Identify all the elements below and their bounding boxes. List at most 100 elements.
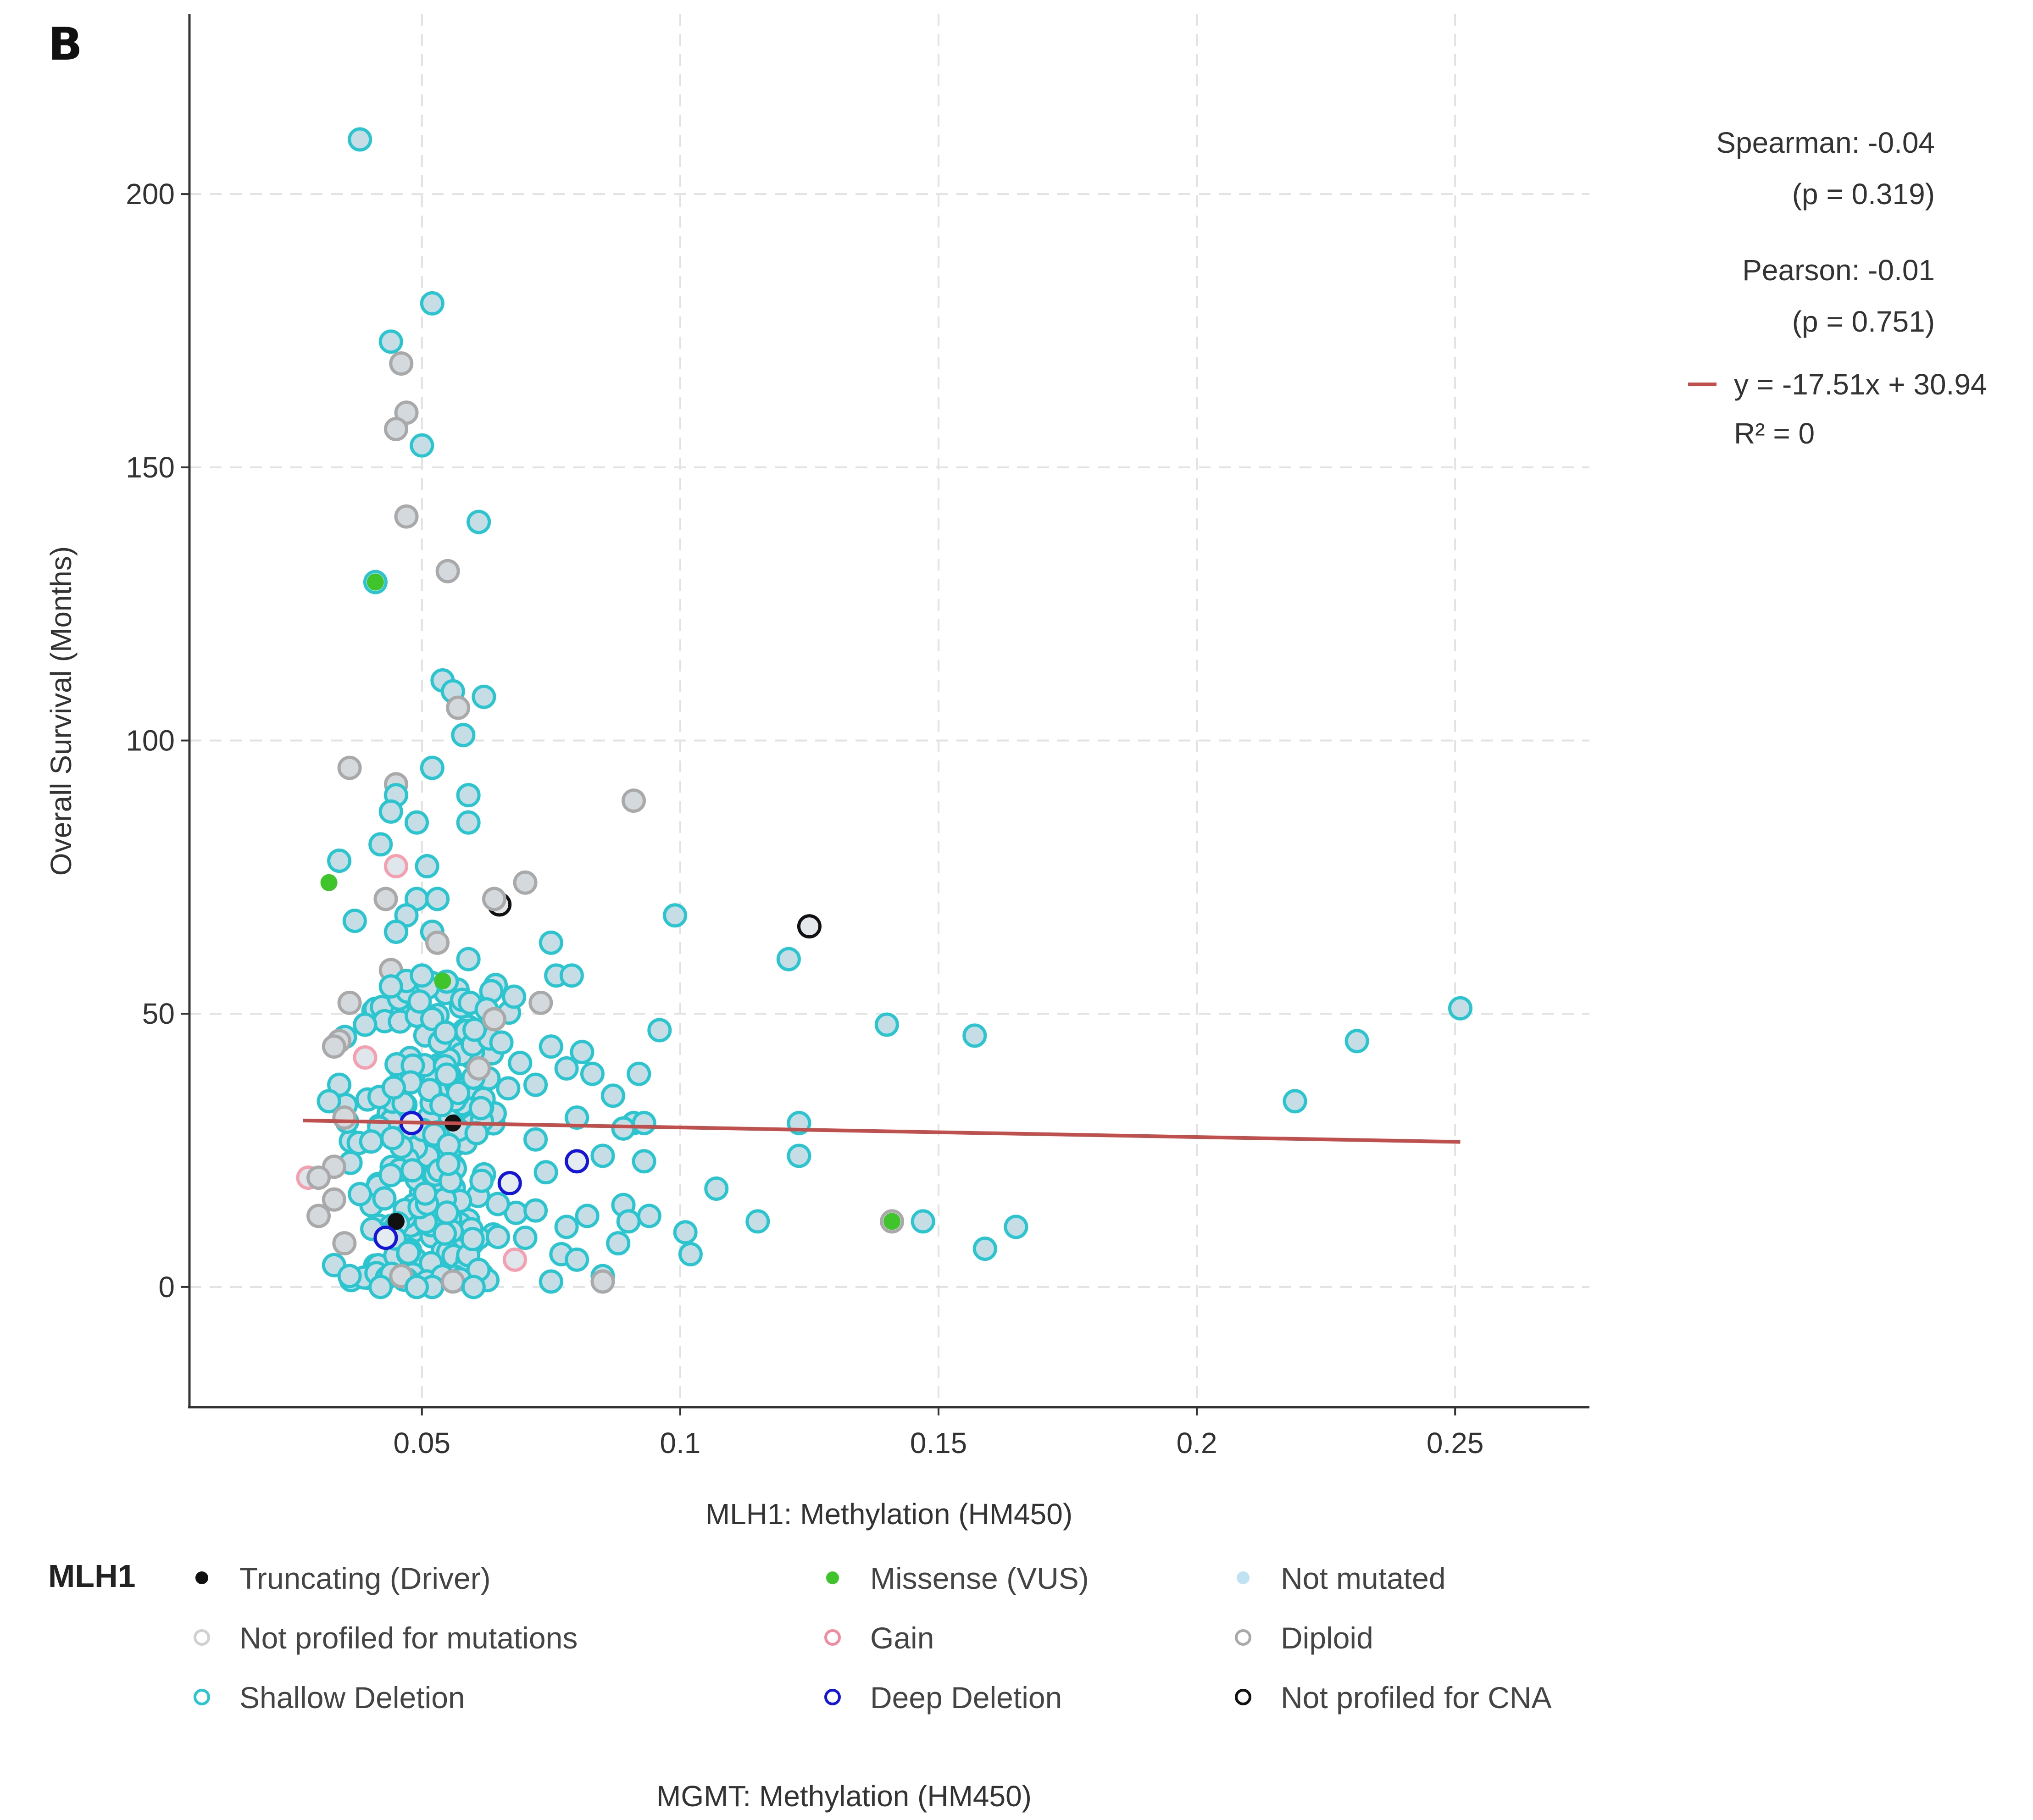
data-point-shallow — [348, 127, 372, 152]
data-point-gain — [503, 1247, 528, 1272]
data-point-shallow — [337, 1264, 362, 1288]
data-point-shallow — [383, 920, 408, 944]
data-point-diploid — [394, 504, 419, 529]
data-point-shallow — [462, 1017, 487, 1042]
data-point-shallow — [1448, 996, 1472, 1021]
legend-marker — [1237, 1571, 1250, 1584]
y-tick-label: 150 — [126, 451, 175, 484]
data-point-shallow — [776, 947, 801, 971]
y-tick-label: 100 — [126, 724, 175, 757]
data-point-shallow — [489, 1030, 514, 1055]
data-point-shallow — [368, 832, 393, 857]
data-point-shallow — [523, 1127, 548, 1152]
data-point-shallow — [410, 433, 434, 458]
data-point-shallow — [368, 1275, 393, 1299]
x-tick-label: 0.2 — [1177, 1426, 1217, 1459]
data-point-shallow — [380, 1126, 405, 1150]
x-tick-label: 0.15 — [910, 1426, 967, 1459]
data-point-diploid — [337, 990, 362, 1015]
data-point-shallow — [1283, 1089, 1307, 1114]
data-point-missense — [367, 573, 384, 591]
data-point-shallow — [570, 1040, 594, 1065]
data-point-shallow — [911, 1209, 935, 1234]
data-point-deep — [565, 1149, 589, 1174]
data-point-shallow — [539, 1034, 563, 1059]
data-point-shallow — [523, 1072, 548, 1097]
legend-label: Gain — [870, 1621, 934, 1655]
data-point-shallow — [433, 1020, 458, 1045]
data-point-diploid — [482, 887, 506, 911]
data-point-diploid — [322, 1034, 346, 1059]
legend-marker — [194, 1689, 210, 1705]
data-point-shallow — [435, 1200, 460, 1225]
y-tick-label: 50 — [142, 997, 175, 1030]
data-point-diploid — [322, 1187, 346, 1212]
data-point-shallow — [565, 1247, 589, 1272]
data-point-diploid — [425, 930, 450, 955]
data-point-shallow — [508, 1050, 533, 1075]
data-point-shallow — [434, 1062, 459, 1087]
data-point-shallow — [460, 1226, 485, 1251]
legend-label: Not mutated — [1281, 1561, 1446, 1595]
data-point-missense — [434, 972, 451, 990]
data-point-shallow — [1344, 1029, 1369, 1054]
data-point-gain — [383, 854, 408, 879]
data-point-shallow — [410, 963, 434, 988]
y-axis-ticks: 0 50 100 150 200 — [126, 178, 189, 1304]
data-point-shallow — [378, 974, 403, 999]
data-point-diploid — [482, 1007, 506, 1032]
data-point-diploid — [622, 788, 646, 813]
regression-line — [303, 1118, 1461, 1144]
legend-marker — [826, 1571, 839, 1584]
x-tick-label: 0.25 — [1427, 1426, 1484, 1459]
data-point-shallow — [451, 723, 476, 748]
data-point-shallow — [378, 1163, 403, 1187]
data-point-diploid — [337, 755, 362, 780]
data-point-shallow — [353, 1012, 378, 1037]
data-point-shallow — [554, 1215, 579, 1239]
data-point-shallow — [496, 1076, 521, 1101]
data-point-diploid — [332, 1231, 357, 1256]
data-point-shallow — [317, 1089, 341, 1114]
pearson-label: Pearson: -0.01 — [1742, 254, 1935, 287]
data-point-diploid — [446, 695, 471, 720]
y-tick-label: 200 — [126, 178, 175, 211]
data-point-shallow — [616, 1209, 641, 1234]
data-point-shallow — [372, 1186, 397, 1211]
data-point-shallow — [378, 329, 403, 354]
data-point-shallow — [600, 1083, 625, 1108]
data-point-shallow — [539, 930, 563, 955]
data-point-shallow — [396, 1240, 421, 1265]
data-point-shallow — [327, 849, 352, 873]
data-point-shallow — [464, 1121, 489, 1146]
data-point-shallow — [461, 1275, 486, 1299]
panel-letter: B — [48, 18, 83, 71]
data-point-noprof_cna — [797, 914, 822, 939]
data-point-missense — [320, 874, 338, 891]
data-point-shallow — [533, 1160, 558, 1185]
data-point-shallow — [539, 1269, 563, 1294]
data-point-shallow — [663, 903, 688, 928]
data-point-shallow — [502, 984, 527, 1009]
data-point-deep — [497, 1171, 522, 1196]
data-point-shallow — [972, 1237, 997, 1261]
data-point-shallow — [359, 1129, 383, 1154]
data-point-shallow — [678, 1242, 703, 1266]
data-point-shallow — [559, 963, 584, 988]
data-point-shallow — [429, 1093, 454, 1118]
data-point-shallow — [382, 1075, 406, 1100]
legend-label: Missense (VUS) — [870, 1561, 1089, 1595]
legend-label: Shallow Deletion — [239, 1681, 465, 1715]
y-axis-title: Overall Survival (Months) — [44, 546, 78, 876]
data-point-shallow — [472, 684, 496, 709]
data-point-shallow — [378, 799, 403, 824]
data-point-shallow — [580, 1061, 605, 1086]
data-point-shallow — [485, 1192, 510, 1216]
data-point-shallow — [420, 755, 444, 780]
legend-marker — [1235, 1629, 1251, 1646]
data-point-shallow — [611, 1116, 636, 1141]
data-point-diploid — [373, 887, 398, 911]
data-point-shallow — [468, 1096, 493, 1121]
data-point-shallow — [787, 1143, 811, 1168]
